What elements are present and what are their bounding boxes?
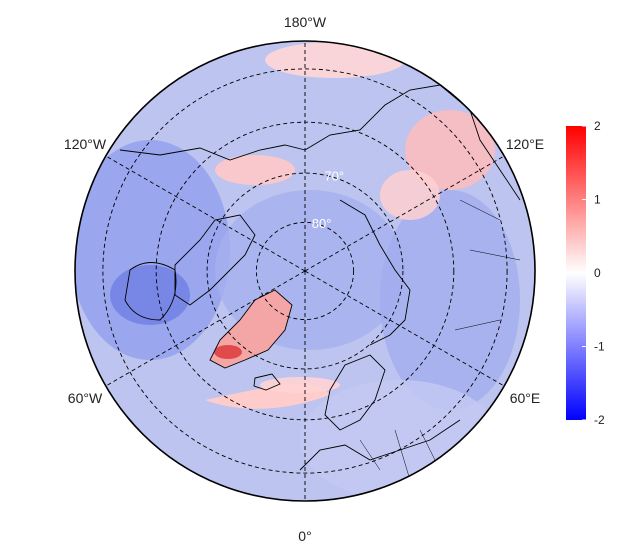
coast-alaska [119,144,306,161]
colorbar-gradient [566,126,586,420]
anomaly-blue-europe [300,380,500,500]
map-disk: 70° 80° [74,40,536,502]
anomaly-blue-siberia [380,190,520,410]
lon-label: 180°W [284,14,327,30]
anomaly-red-bering [265,42,405,78]
meridian-line [105,270,306,387]
graticule [102,41,508,501]
latitude-labels: 70° 80° [312,168,344,231]
lon-label: 60°E [510,390,541,406]
latitude-circle-70 [206,172,404,370]
lon-label: 60°W [68,390,103,406]
latitude-circle-50 [102,68,508,474]
colorbar-ticks: 2 1 0 -1 -2 [582,119,605,427]
lat-label-80: 80° [312,216,332,231]
meridian-line [105,155,306,272]
anomaly-red-chukchi [405,110,495,190]
meridian-line [304,270,505,387]
anomaly-blue-north-america [75,140,230,360]
coast-europe [299,419,461,471]
lon-label: 120°W [64,136,107,152]
coastlines [119,84,521,481]
anomaly-red-iceland-band [260,377,340,393]
anomaly-red-beaufort [215,155,295,185]
colorbar-tick-label: -2 [594,413,605,427]
coast-east-siberia [304,84,521,201]
colorbar-tick-label: 1 [594,193,601,207]
colorbar: 2 1 0 -1 -2 [566,119,605,427]
map-border [74,40,536,502]
anomaly-red-greenland-hotspot [214,345,242,359]
coast-hudson-bay [124,262,177,321]
lon-label: 120°E [506,136,544,152]
colorbar-tick-label: 2 [594,119,601,133]
country-borders [359,199,521,481]
anomaly-red-east-siberia [380,170,440,220]
colorbar-tick-label: -1 [594,340,605,354]
coast-greenland [209,289,293,369]
longitude-labels: 180°W 120°E 60°E 0° 60°W 120°W [64,14,544,544]
latitude-circle-80 [255,221,355,321]
anomaly-blue-hudson [110,265,190,325]
coast-scandinavia [324,354,386,431]
lon-label: 0° [298,528,311,544]
colorbar-tick-label: 0 [594,266,601,280]
meridian-line [304,155,505,272]
coast-canadian-archipelago [174,214,256,306]
lat-label-70: 70° [324,168,344,183]
coast-iceland [253,373,281,391]
